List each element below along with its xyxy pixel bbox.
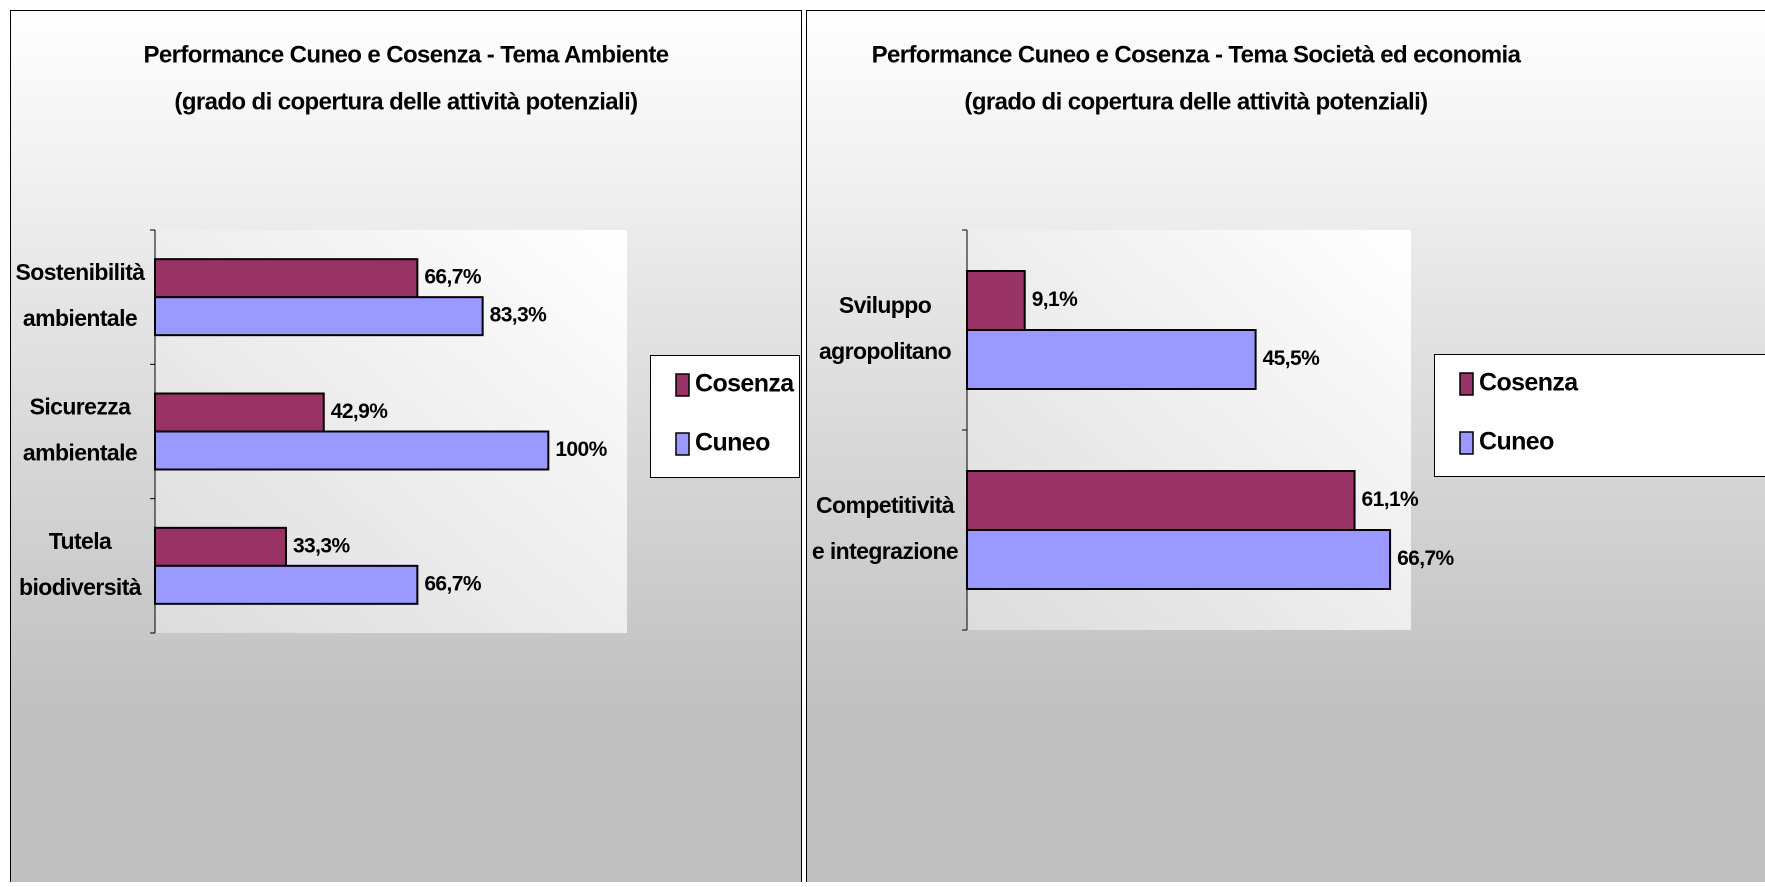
- bar: [155, 259, 417, 297]
- data-label: 83,3%: [490, 304, 547, 327]
- data-label: 9,1%: [1032, 288, 1078, 311]
- bar: [967, 530, 1390, 589]
- bar: [967, 330, 1256, 389]
- data-label: 45,5%: [1263, 347, 1320, 370]
- data-label: 66,7%: [424, 266, 481, 289]
- bar: [155, 432, 548, 470]
- legend-swatch: [676, 433, 689, 455]
- bar: [967, 471, 1355, 530]
- bar: [967, 271, 1025, 330]
- legend-label: Cosenza: [1479, 369, 1579, 397]
- legend-label: Cuneo: [695, 429, 770, 457]
- legend-swatch: [1460, 373, 1473, 395]
- bar: [155, 528, 286, 566]
- chart-title: Performance Cuneo e Cosenza - Tema Socie…: [872, 41, 1522, 68]
- data-label: 42,9%: [331, 400, 388, 423]
- data-label: 100%: [555, 438, 607, 461]
- bar: [155, 297, 483, 335]
- bar: [155, 566, 417, 604]
- chart-subtitle: (grado di copertura delle attività poten…: [964, 88, 1427, 115]
- legend-label: Cosenza: [695, 370, 795, 398]
- legend-swatch: [676, 374, 689, 396]
- data-label: 66,7%: [424, 572, 481, 595]
- data-label: 66,7%: [1397, 547, 1454, 570]
- bar: [155, 394, 324, 432]
- legend-swatch: [1460, 432, 1473, 454]
- data-label: 61,1%: [1362, 488, 1419, 511]
- chart-title: Performance Cuneo e Cosenza - Tema Ambie…: [143, 41, 668, 68]
- legend-label: Cuneo: [1479, 428, 1554, 456]
- chart-subtitle: (grado di copertura delle attività poten…: [174, 88, 637, 115]
- data-label: 33,3%: [293, 534, 350, 557]
